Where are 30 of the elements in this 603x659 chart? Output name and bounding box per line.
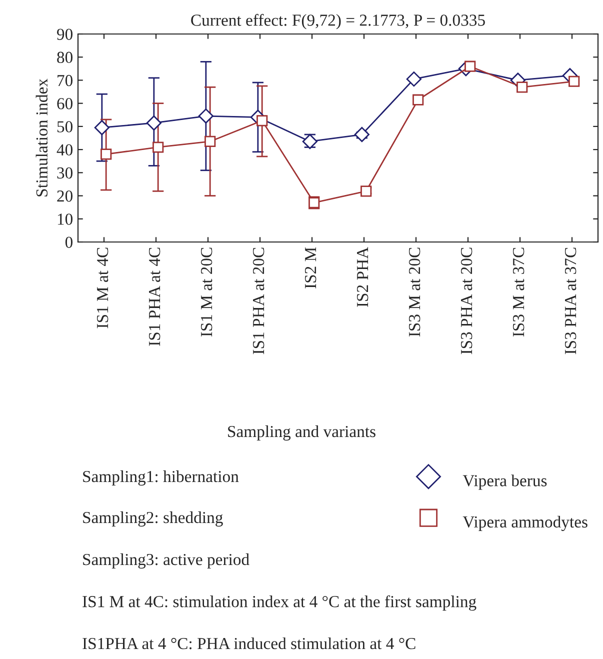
x-tick-label: IS1 PHA at 4C — [148, 248, 160, 346]
y-tick-label: 50 — [57, 121, 73, 132]
text: IS1 M at 4C: stimulation index at 4 °C at the first sampling — [82, 595, 476, 611]
y-axis-title: Stimulation index — [36, 78, 48, 196]
x-tick-label: IS1 PHA at 20C — [252, 248, 264, 354]
y-tick-label: 90 — [57, 28, 73, 40]
x-tick-label: IS1 M at 4C — [96, 248, 108, 328]
x-tick-label: IS3 PHA at 20C — [460, 248, 472, 354]
text: Sampling3: active period — [83, 553, 250, 569]
x-tick-label: IS3 M at 37C — [512, 248, 524, 337]
x-axis-title: Sampling and variants — [228, 425, 376, 441]
y-tick-label: 0 — [65, 236, 73, 248]
x-tick-label: IS3 PHA at 37C — [564, 248, 576, 354]
y-tick-label: 20 — [57, 190, 73, 202]
y-tick-label: 80 — [57, 52, 73, 64]
legend-label: Vipera berus — [462, 474, 547, 490]
x-tick-label: IS2 M — [304, 247, 316, 288]
legend-label: Vipera ammodytes — [462, 516, 588, 532]
text: Sampling1: hibernation — [83, 470, 239, 486]
chart-title: Current effect: F(9,72) = 2.1773, P = 0.0335 — [191, 14, 485, 30]
y-tick-label: 70 — [58, 74, 73, 86]
y-tick-label: 60 — [57, 98, 73, 110]
x-tick-label: IS3 M at 20C — [408, 248, 420, 337]
text: IS1PHA at 4 °C: PHA induced stimulation at 4 °C — [82, 637, 416, 650]
y-tick-label: 10 — [58, 214, 73, 225]
y-tick-label: 30 — [57, 167, 73, 179]
x-tick-label: IS1 M at 20C — [200, 248, 212, 337]
text: Sampling2: shedding — [83, 511, 223, 527]
y-tick-label: 40 — [56, 144, 73, 156]
x-tick-label: IS2 PHA — [356, 246, 368, 307]
